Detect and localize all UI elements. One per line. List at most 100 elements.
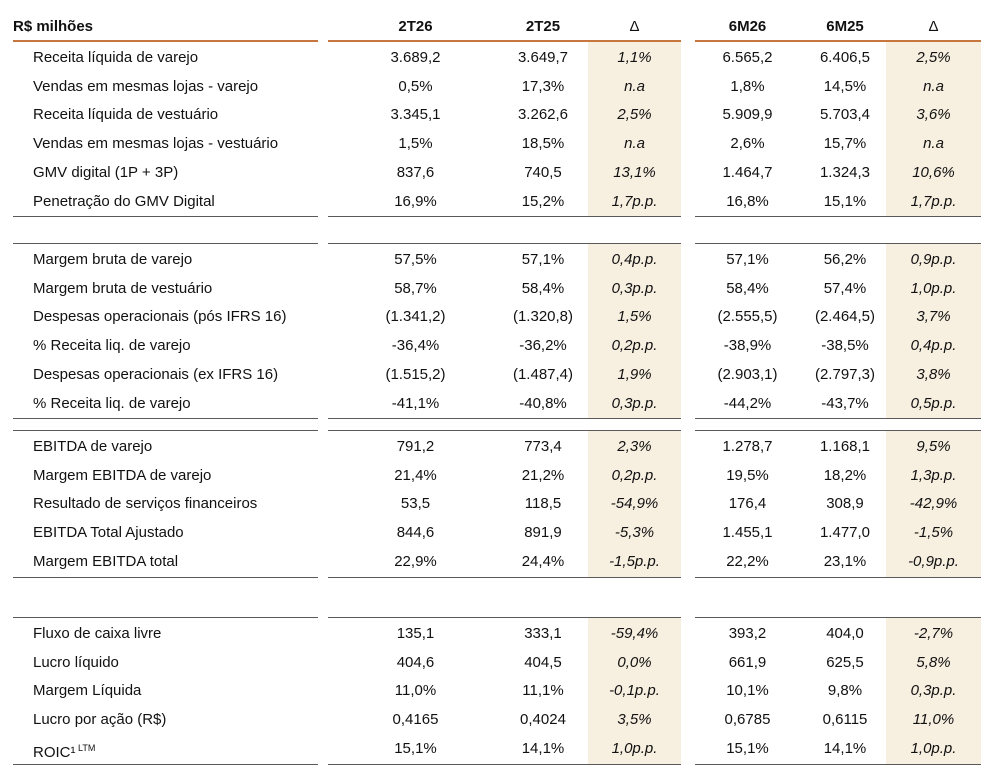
cell-6m26: 57,1% (726, 251, 769, 268)
row-label: Margem Líquida (33, 682, 142, 700)
header-rule-label (13, 40, 318, 42)
cell-delta-quarter: -5,3% (614, 524, 655, 542)
section-bottom-rule (328, 418, 681, 420)
cell-delta-semester: 1,7p.p. (910, 192, 957, 210)
row-label: Margem bruta de varejo (33, 251, 193, 268)
table-row: Margem Líquida 11,0% 11,1% -0,1p.p. 10,1% 9,8… (13, 676, 981, 705)
cell-2t25: 404,5 (524, 653, 562, 671)
cell-2t25: 333,1 (524, 625, 562, 642)
table-title: R$ milhões (13, 18, 94, 35)
cell-6m26: 22,2% (726, 552, 769, 570)
section-top-rule (328, 430, 681, 431)
cell-delta-quarter: 1,7p.p. (611, 192, 658, 210)
row-label: Vendas em mesmas lojas - varejo (33, 77, 259, 95)
cell-6m26: 1,8% (730, 77, 765, 95)
row-label: % Receita liq. de varejo (33, 394, 191, 412)
section-top-rule (328, 243, 681, 244)
section-bottom-rule (13, 418, 318, 420)
cell-6m25: (2.797,3) (814, 365, 876, 383)
delta-shade-quarter (588, 42, 681, 217)
cell-delta-semester: n.a (923, 135, 944, 153)
cell-delta-semester: 1,3p.p. (910, 466, 957, 484)
cell-delta-semester: 3,7% (916, 308, 951, 326)
cell-delta-semester: 3,8% (916, 365, 951, 383)
cell-2t26: 1,5% (398, 135, 433, 153)
cell-6m25: 1.168,1 (819, 438, 871, 455)
section-bottom-rule (328, 576, 681, 578)
cell-6m25: 6.406,5 (819, 49, 871, 66)
cell-2t25: 891,9 (524, 524, 562, 542)
cell-6m26: 16,8% (726, 192, 769, 210)
row-label: Lucro líquido (33, 653, 119, 671)
cell-delta-semester: 3,6% (916, 106, 951, 124)
cell-2t26: 404,6 (396, 653, 435, 671)
header-rule-quarter (328, 40, 681, 42)
cell-2t26: 837,6 (396, 163, 435, 181)
cell-2t26: 53,5 (400, 495, 431, 513)
table-row: Despesas operacionais (ex IFRS 16) (1.515… (13, 360, 981, 389)
col-header-6m26: 6M26 (728, 18, 767, 35)
cell-2t25: 14,1% (521, 739, 565, 757)
cell-delta-quarter: n.a (624, 135, 645, 153)
cell-delta-quarter: 1,1% (617, 49, 652, 66)
cell-delta-semester: -1,5% (913, 524, 954, 542)
cell-delta-quarter: 0,2p.p. (611, 337, 658, 355)
col-header-2t26: 2T26 (398, 18, 433, 35)
cell-6m25: 15,1% (823, 192, 867, 210)
cell-delta-quarter: 2,3% (617, 438, 652, 455)
cell-6m25: 0,6115 (822, 711, 868, 729)
cell-6m25: 308,9 (826, 495, 864, 513)
cell-delta-quarter: 1,0p.p. (611, 739, 658, 757)
cell-6m25: 56,2% (823, 251, 867, 268)
table-row: Margem bruta de vestuário 58,7% 58,4% 0,3p.… (13, 274, 981, 303)
section-bottom-rule (695, 763, 981, 765)
cell-6m26: 176,4 (728, 495, 767, 513)
cell-delta-semester: 0,4p.p. (910, 337, 957, 355)
cell-6m25: 5.703,4 (819, 106, 871, 124)
table-row: EBITDA Total Ajustado 844,6 891,9 -5,3% 1.45… (13, 518, 981, 547)
row-label: GMV digital (1P + 3P) (33, 163, 179, 181)
cell-2t26: 58,7% (394, 279, 437, 297)
cell-delta-quarter: 0,3p.p. (611, 279, 658, 297)
row-label-superscript: LTM (75, 742, 96, 753)
cell-2t25: 17,3% (521, 77, 565, 95)
table-row: Margem EBITDA total 22,9% 24,4% -1,5p.p. 22,… (13, 547, 981, 576)
row-label: Margem bruta de vestuário (33, 279, 213, 297)
section-bottom-rule (328, 216, 681, 218)
cell-2t25: 740,5 (524, 163, 562, 181)
cell-2t25: 773,4 (524, 438, 562, 455)
cell-2t26: (1.515,2) (385, 365, 446, 383)
cell-6m25: 57,4% (823, 279, 867, 297)
table-row: Receita líquida de vestuário 3.345,1 3.262… (13, 100, 981, 129)
cell-2t25: (1.320,8) (512, 308, 574, 326)
row-label: Lucro por ação (R$) (33, 711, 167, 729)
cell-delta-quarter: n.a (624, 77, 645, 95)
cell-2t25: 0,4024 (520, 711, 566, 729)
delta-shade-quarter (588, 244, 681, 419)
cell-delta-quarter: -0,1p.p. (609, 682, 660, 700)
cell-6m26: 5.909,9 (722, 106, 773, 124)
cell-6m25: 18,2% (823, 466, 867, 484)
cell-delta-semester: -2,7% (913, 625, 954, 642)
cell-2t26: 844,6 (396, 524, 435, 542)
cell-6m25: 404,0 (826, 625, 864, 642)
row-label: Despesas operacionais (ex IFRS 16) (33, 365, 279, 383)
delta-shade-quarter (588, 618, 681, 764)
cell-2t26: 3.689,2 (390, 49, 441, 66)
cell-delta-semester: 10,6% (912, 163, 955, 181)
cell-delta-quarter: -59,4% (610, 625, 659, 642)
section-bottom-rule (13, 216, 318, 218)
cell-2t25: -36,2% (519, 337, 567, 355)
row-label: Penetração do GMV Digital (33, 192, 215, 210)
col-header-2t25: 2T25 (525, 18, 561, 35)
cell-delta-quarter: 1,9% (617, 365, 652, 383)
cell-6m26: 661,9 (728, 653, 767, 671)
cell-delta-quarter: -54,9% (610, 495, 659, 513)
cell-2t26: 21,4% (394, 466, 437, 484)
cell-delta-quarter: 3,5% (617, 711, 652, 729)
cell-2t26: -41,1% (391, 394, 440, 412)
table-row: Margem bruta de varejo 57,5% 57,1% 0,4p.p. 5… (13, 245, 981, 274)
cell-2t25: 18,5% (521, 135, 565, 153)
cell-6m26: (2.903,1) (717, 365, 778, 383)
cell-delta-semester: 2,5% (916, 49, 951, 66)
